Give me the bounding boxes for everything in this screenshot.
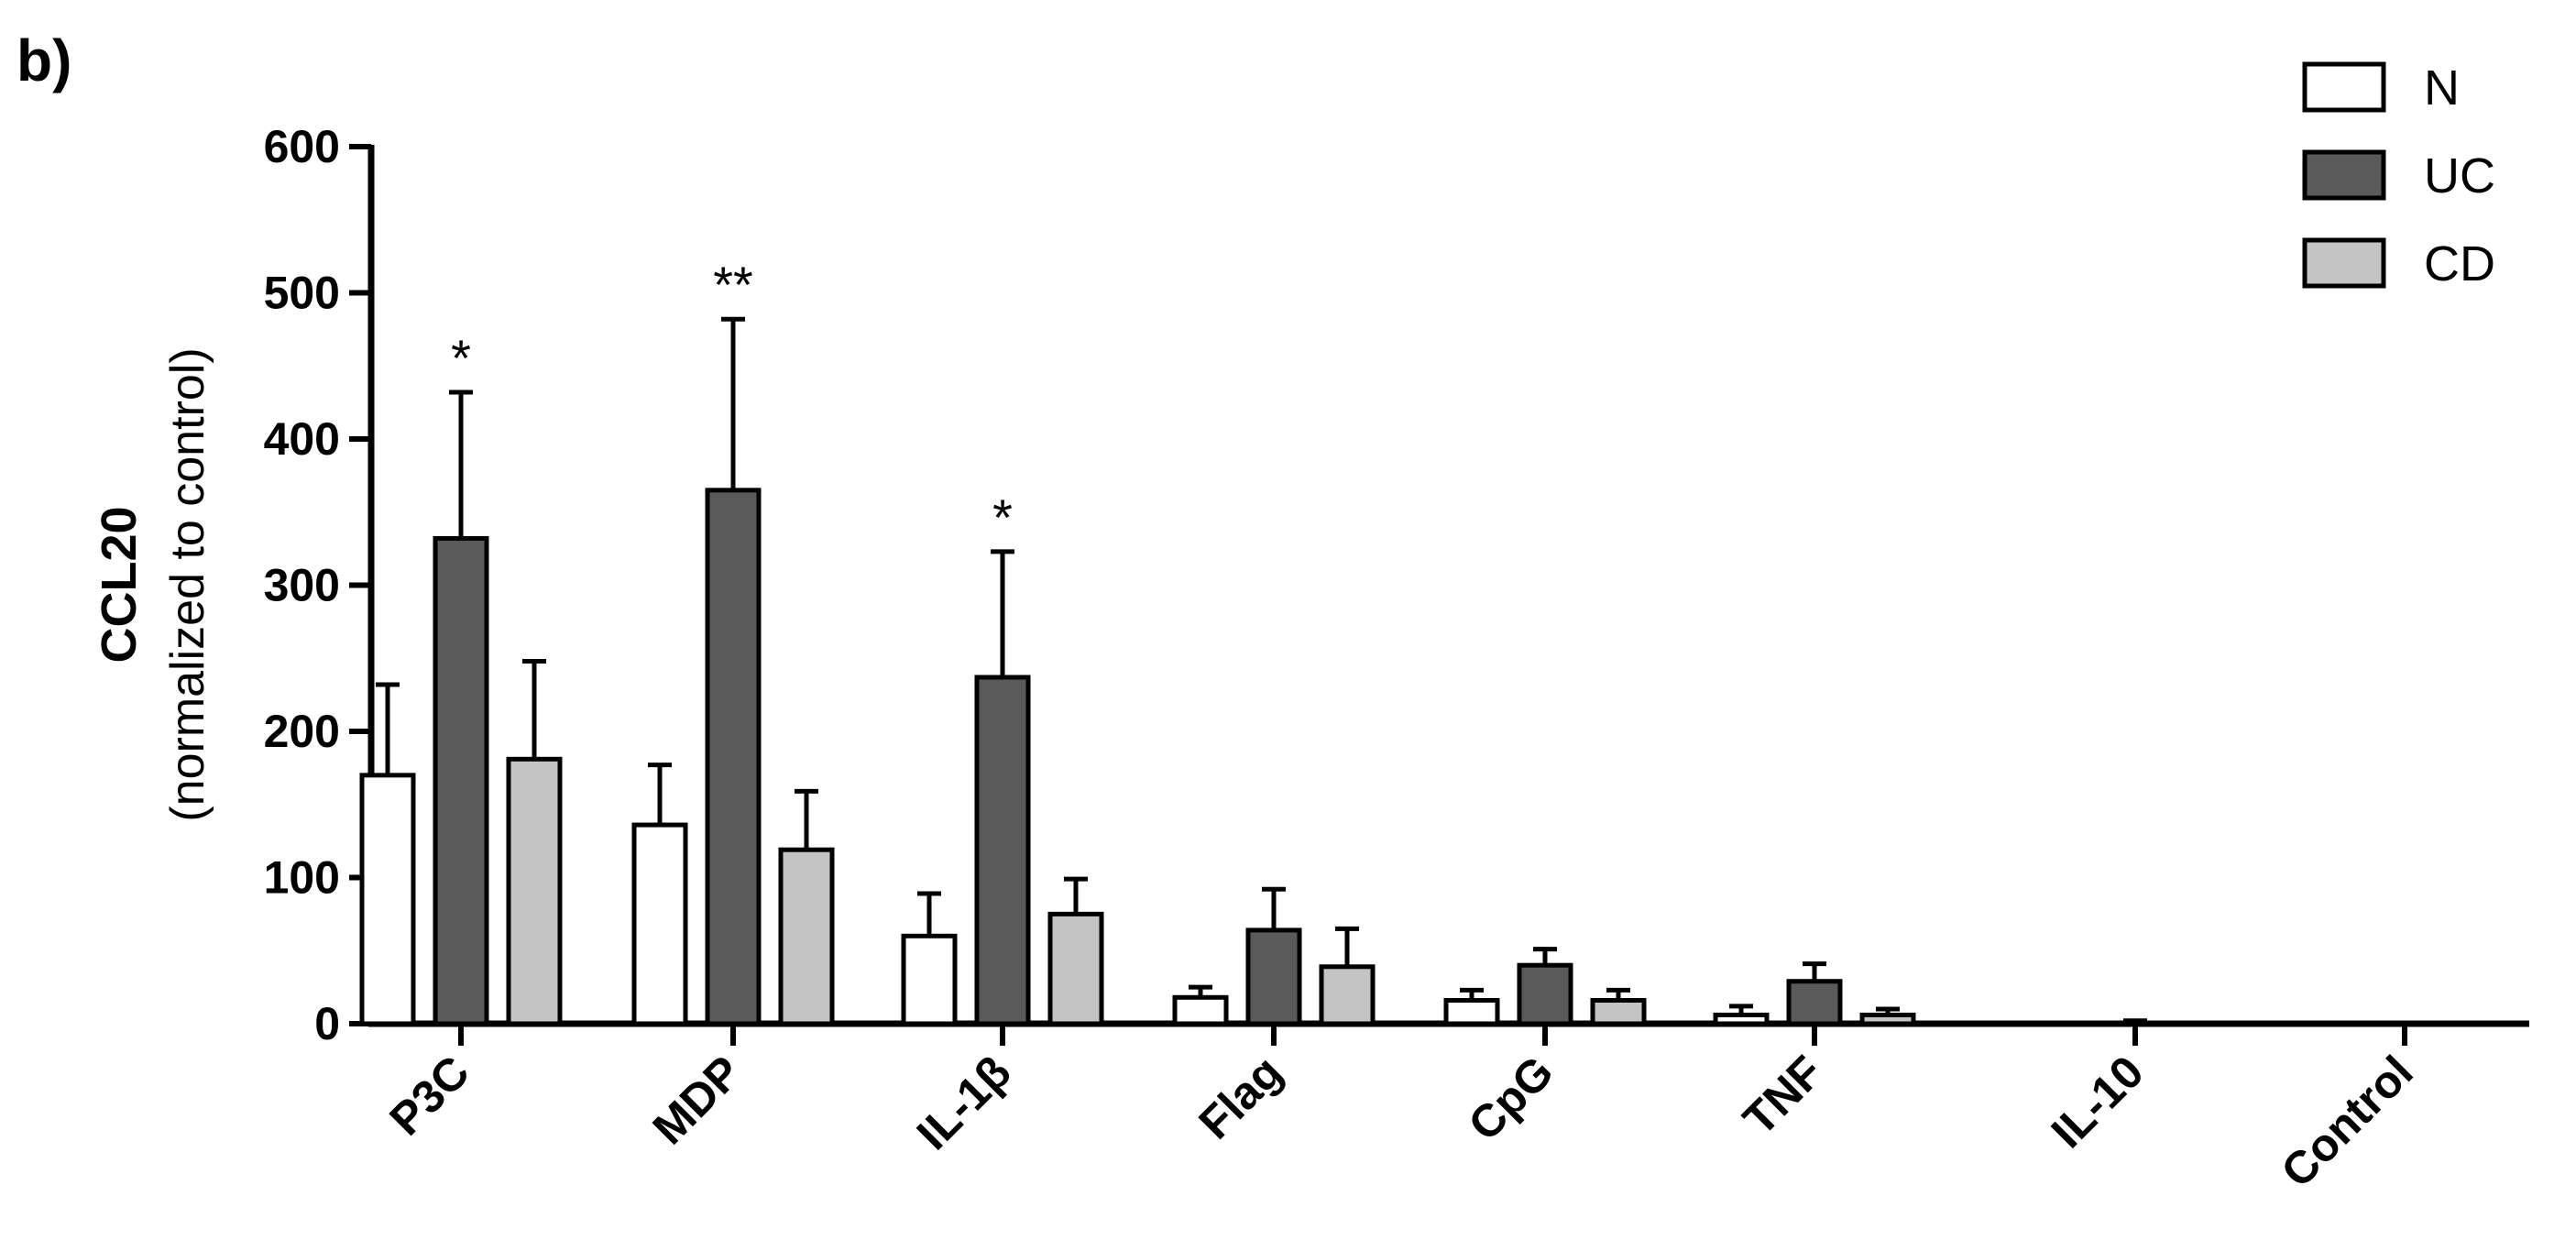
bar <box>359 773 416 1026</box>
bar <box>1047 911 1104 1026</box>
category-label: Flag <box>1189 1046 1291 1148</box>
legend-swatch <box>2302 149 2386 201</box>
bar <box>1859 1012 1916 1026</box>
y-axis-title: CCL20 (normalized to control) <box>92 347 214 821</box>
axes <box>367 145 2529 1027</box>
bar <box>974 675 1031 1026</box>
category-label: IL-1β <box>907 1046 1021 1159</box>
category-label: IL-10 <box>2042 1046 2154 1158</box>
significance-marker: * <box>992 488 1013 546</box>
y-tick-label: 500 <box>264 268 340 319</box>
y-tick-label: 100 <box>264 852 340 904</box>
significance-marker: ** <box>713 256 753 313</box>
legend-label: UC <box>2424 148 2495 203</box>
bar <box>1713 1012 1770 1026</box>
bar <box>1245 927 1302 1026</box>
legend-label: CD <box>2424 236 2495 291</box>
bars <box>359 488 1916 1026</box>
panel-label: b) <box>16 27 71 93</box>
category-label: P3C <box>379 1046 478 1145</box>
bar <box>1517 962 1573 1026</box>
y-tick-label: 600 <box>264 121 340 172</box>
y-axis-ticks: 0 100 200 300 400 500 600 <box>264 121 371 1049</box>
bar <box>506 756 563 1026</box>
category-label: MDP <box>643 1046 751 1154</box>
x-axis-ticks: P3C MDP IL-1β Flag CpG TNF IL-10 Control <box>379 1024 2423 1197</box>
y-tick-label: 0 <box>314 998 340 1049</box>
significance-marker: * <box>451 329 471 387</box>
y-axis-label: CCL20 <box>92 506 147 663</box>
bar <box>1172 994 1229 1026</box>
legend-label: N <box>2424 60 2460 115</box>
y-tick-label: 200 <box>264 706 340 757</box>
y-axis-sublabel: (normalized to control) <box>161 347 214 821</box>
y-tick-label: 300 <box>264 560 340 611</box>
significance-annotations: **** <box>451 256 1013 546</box>
category-label: CpG <box>1459 1046 1563 1150</box>
category-label: TNF <box>1733 1046 1832 1145</box>
legend-swatch <box>2302 61 2386 113</box>
bar <box>631 822 688 1026</box>
bar <box>1319 964 1376 1026</box>
error-bars <box>376 316 2147 1024</box>
bar <box>1590 997 1647 1026</box>
y-tick-label: 400 <box>264 413 340 465</box>
bar <box>1443 997 1500 1026</box>
bar <box>901 933 958 1026</box>
legend-swatch <box>2302 237 2386 289</box>
legend: N UC CD <box>2302 60 2495 291</box>
bar <box>433 535 489 1026</box>
bar <box>705 488 762 1026</box>
bar <box>1786 979 1843 1026</box>
bar <box>778 847 835 1026</box>
category-label: Control <box>2272 1046 2423 1197</box>
